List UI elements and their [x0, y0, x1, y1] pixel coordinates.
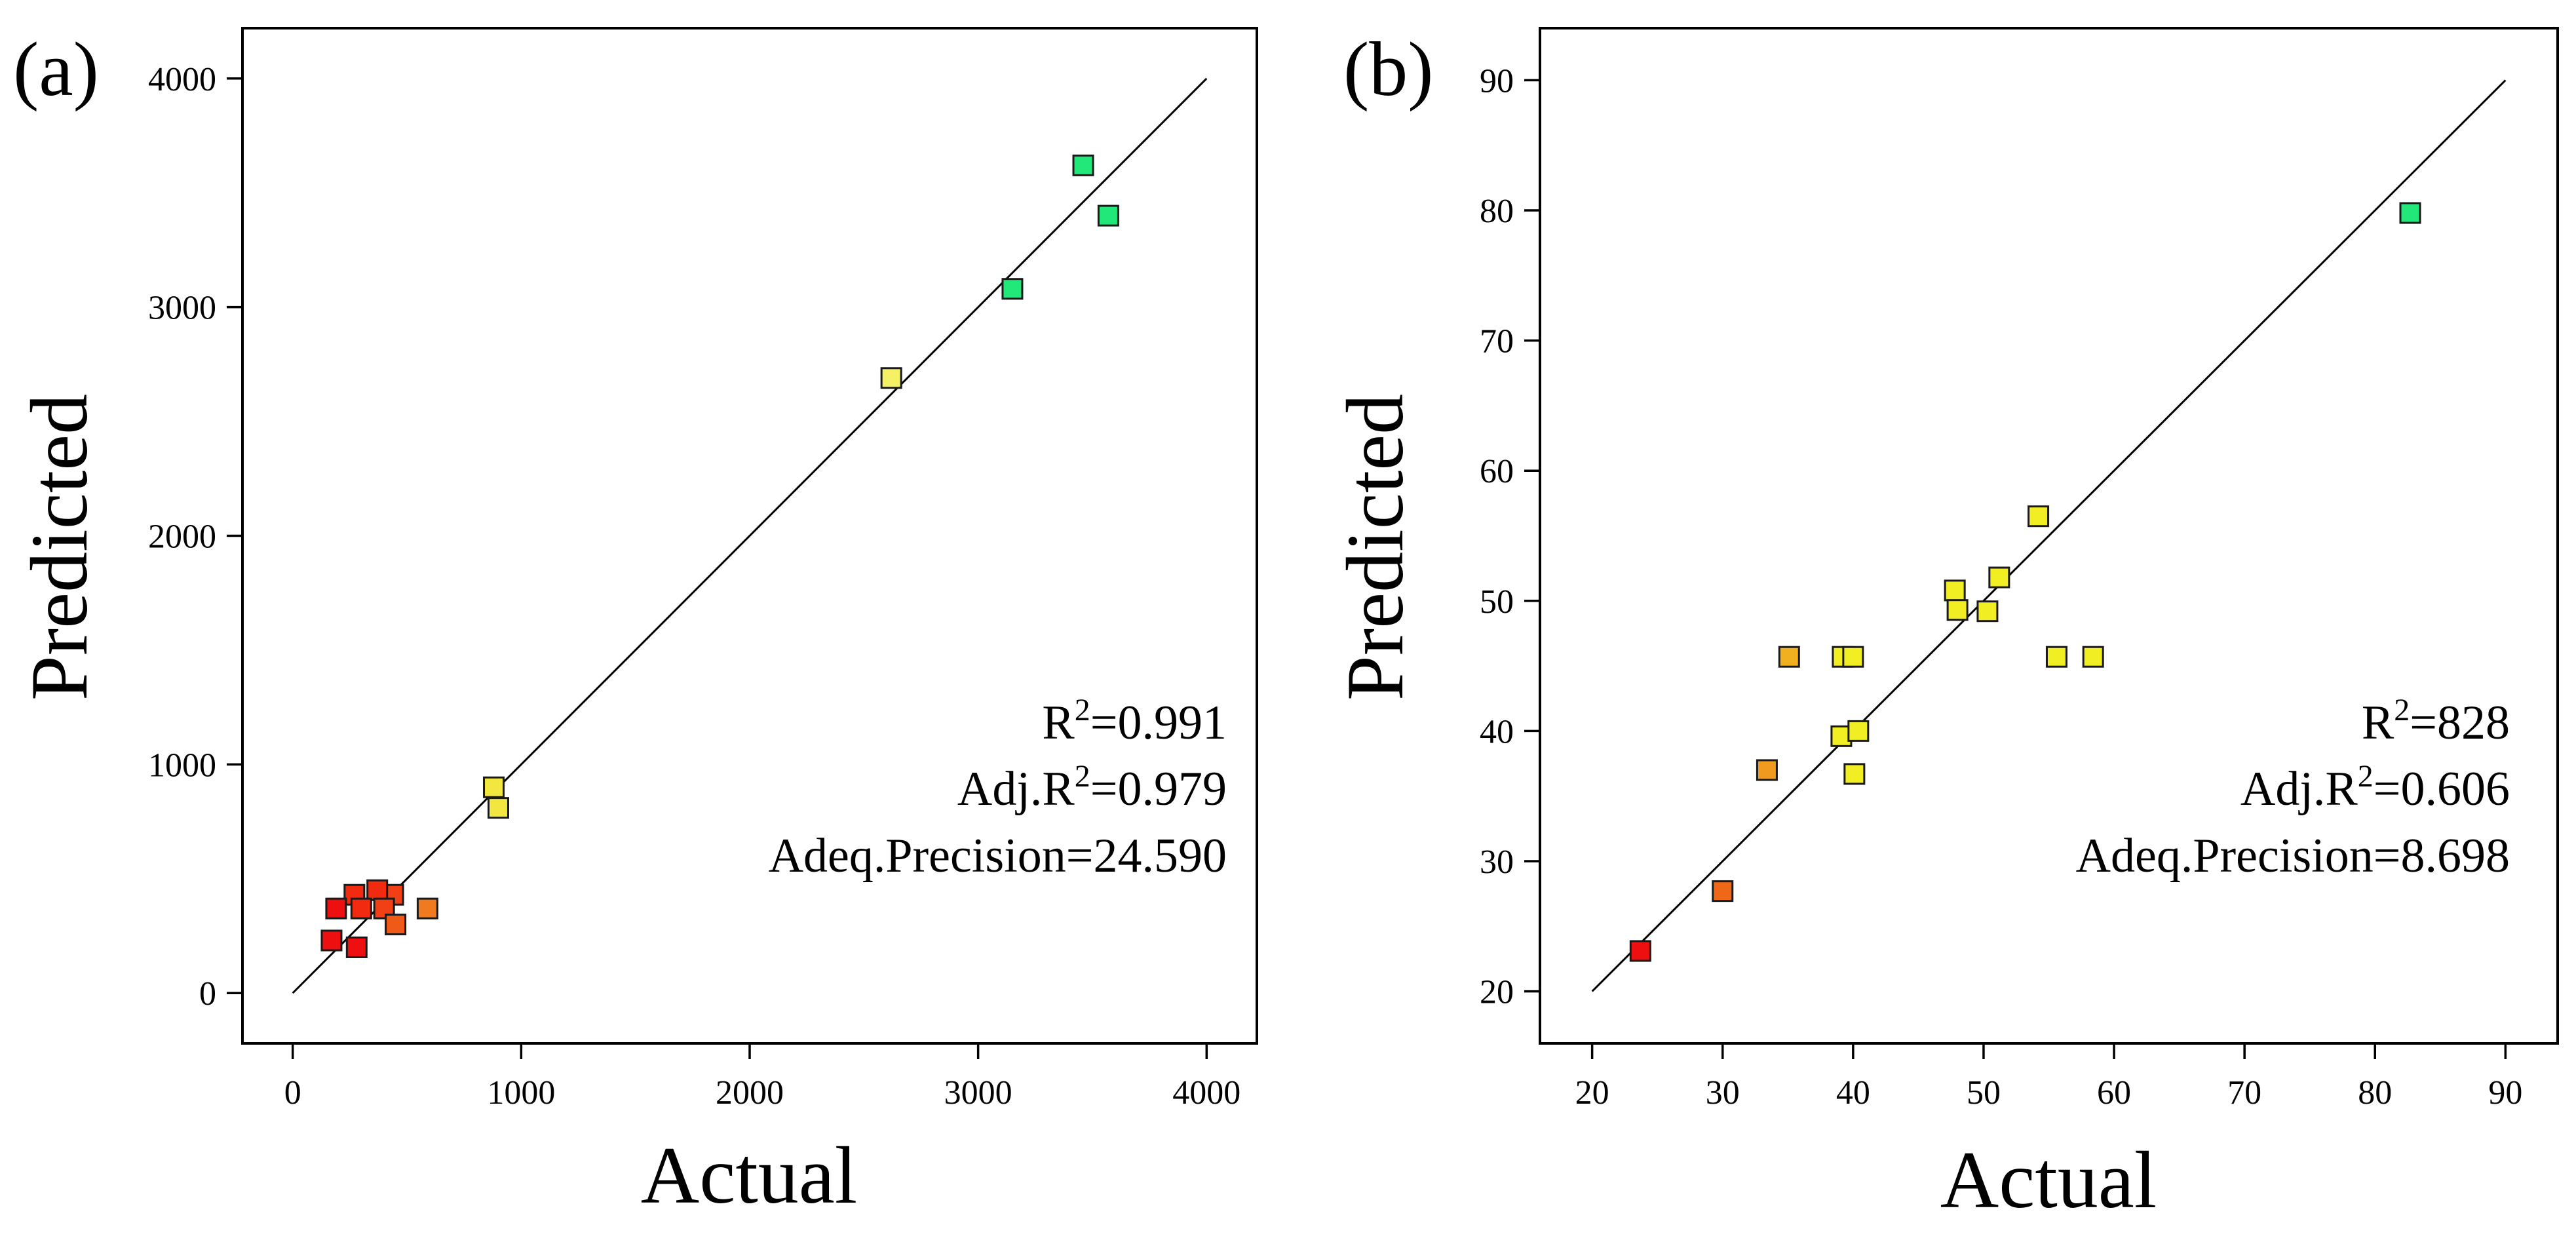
panel-a-x-tick-label: 3000 [944, 1074, 1012, 1112]
panel-b-data-point [1976, 600, 1999, 623]
panel-a-data-point [1001, 278, 1024, 300]
panel-b-x-tick-label: 60 [2097, 1074, 2131, 1112]
panel-a-adeq-precision-text: Adeq.Precision=24.590 [769, 829, 1227, 883]
panel-a-r2-text: R2=0.991 [1042, 693, 1227, 750]
panel-b-y-tick-label: 70 [1480, 323, 1514, 360]
panel-a-reference-line [292, 77, 1208, 994]
panel-a-y-tick-label: 3000 [148, 290, 216, 327]
panel-b-x-tick-label: 70 [2227, 1074, 2261, 1112]
panel-b-data-point [2399, 202, 2421, 224]
panel-a-adj-r2-text: Adj.R2=0.979 [957, 759, 1227, 816]
panel-a-data-point [320, 929, 343, 952]
panel-b-data-point [1629, 940, 1651, 962]
panel-b-y-tick-label: 20 [1480, 974, 1514, 1011]
panel-a-y-tick-label: 4000 [148, 61, 216, 98]
panel-b-x-tick-label: 30 [1706, 1074, 1740, 1112]
panel-a-x-axis-title: Actual [641, 1131, 858, 1220]
panel-b-adj-r2-text: Adj.R2=0.606 [2240, 759, 2510, 816]
panel-b-y-tick-label: 80 [1480, 193, 1514, 230]
panel-a-data-point [483, 776, 505, 798]
panel-b-y-tick-label: 40 [1480, 713, 1514, 750]
panel-a-data-point [385, 914, 407, 936]
panel-b-data-point [2045, 646, 2067, 668]
panel-a-y-tick-label: 0 [199, 975, 216, 1013]
panel-b: (b) 20 30 40 50 60 70 80 90 20 30 40 50 60 70 80 90 R2=82… [1330, 26, 2559, 1225]
panel-b-data-point [1778, 646, 1800, 668]
panel-b-data-point [2082, 646, 2104, 668]
panel-a-y-tick-label: 1000 [148, 746, 216, 784]
panel-b-x-tick-label: 80 [2358, 1074, 2392, 1112]
panel-b-label: (b) [1343, 26, 1434, 112]
panel-b-data-point [1756, 759, 1778, 781]
panel-a-data-point [1097, 204, 1119, 227]
panel-b-y-tick-label: 90 [1480, 62, 1514, 100]
panel-a-x-tick-label: 4000 [1172, 1074, 1240, 1112]
panel-b-data-point [1843, 763, 1866, 785]
panel-b-r2-text: R2=828 [2362, 693, 2510, 750]
panel-b-y-axis-title: Predicted [1330, 394, 1420, 701]
panel-b-data-point [1712, 880, 1734, 902]
panel-a-y-tick-label: 2000 [148, 518, 216, 556]
panel-a-data-point [373, 897, 395, 920]
panel-a-x-tick-label: 2000 [716, 1074, 784, 1112]
panel-b-y-tick-label: 60 [1480, 453, 1514, 490]
panel-b-data-point [1847, 720, 1870, 742]
panel-b-plot-frame [1539, 27, 2559, 1045]
panel-a-data-point [325, 897, 347, 920]
panel-b-y-tick-label: 50 [1480, 583, 1514, 621]
panel-a-data-point [366, 879, 389, 901]
panel-a-data-point [1072, 154, 1094, 176]
panel-b-data-point [1842, 646, 1864, 668]
panel-a-data-point [880, 367, 902, 389]
panel-b-reference-line [1591, 79, 2507, 992]
panel-b-data-point [2028, 505, 2050, 528]
panel-a-data-point [350, 897, 372, 920]
panel-b-y-tick-label: 30 [1480, 843, 1514, 881]
panel-b-x-axis-title: Actual [1940, 1135, 2157, 1225]
panel-b-x-tick-label: 20 [1575, 1074, 1609, 1112]
panel-a-x-tick-label: 1000 [487, 1074, 555, 1112]
panel-b-x-tick-label: 40 [1836, 1074, 1870, 1112]
panel-a: (a) 0 1000 2000 3000 4000 0 1000 2000 3000 4000 R2=… [13, 26, 1258, 1220]
panel-b-x-tick-label: 90 [2488, 1074, 2522, 1112]
panel-a-label: (a) [13, 26, 99, 112]
panel-b-data-point [1988, 566, 2010, 589]
panel-a-data-point [345, 936, 368, 958]
panel-b-data-point [1944, 579, 1966, 602]
panel-b-data-point [1946, 599, 1969, 621]
panel-a-data-point [416, 897, 438, 920]
panel-a-data-point [487, 797, 509, 819]
panel-a-y-axis-title: Predicted [14, 394, 104, 701]
panel-a-x-tick-label: 0 [284, 1074, 301, 1112]
panel-b-x-tick-label: 50 [1967, 1074, 2001, 1112]
panel-b-adeq-precision-text: Adeq.Precision=8.698 [2076, 829, 2510, 883]
